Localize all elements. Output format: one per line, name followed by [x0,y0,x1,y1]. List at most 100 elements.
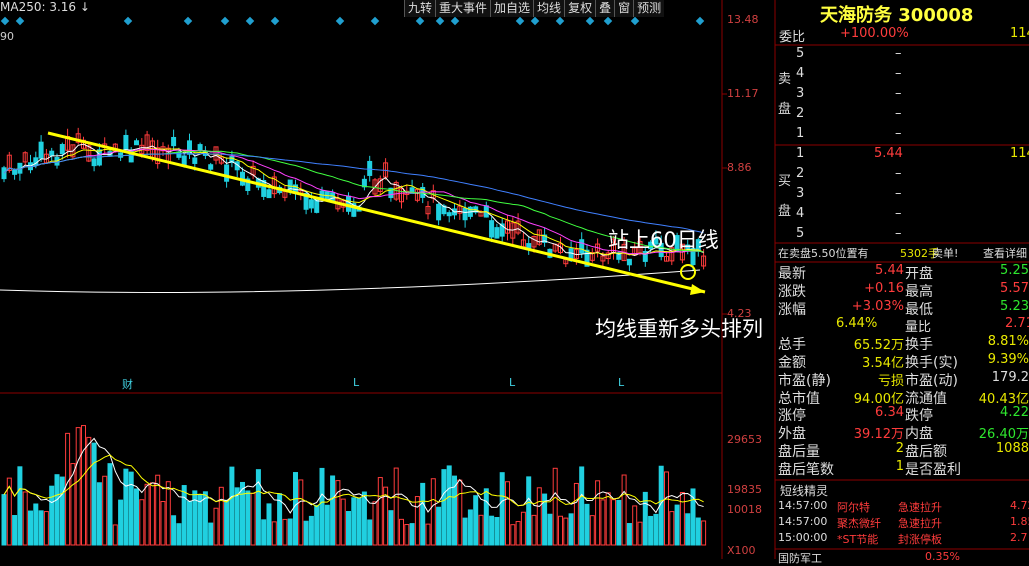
volume-bar [595,480,601,546]
volume-bar [679,491,685,546]
volume-bar [383,486,389,546]
toolbar: 九转 重大事件 加自选 均线 复权叠窗预测 [404,0,665,17]
level: 1 [796,146,805,161]
stat-value: 3.54亿 [862,356,904,371]
toolbar-button[interactable]: 加自选 [490,0,533,17]
side-label: 盘 [778,102,792,117]
volume-bar [271,521,277,546]
candle-body [266,189,272,199]
volume-bar [361,491,367,546]
volume-bar [520,511,526,546]
candle-body [123,134,129,150]
ma-arrow: ↓ [79,0,90,14]
volume-bar [240,481,245,546]
volume-axis-label: X100 [727,544,756,557]
volume-bar [409,523,415,546]
event-diamond [435,16,445,26]
volume-bar [605,492,611,546]
highlight-circle [680,264,696,280]
volume-bar [6,477,12,546]
candle-body [314,198,320,213]
level: 5 [796,46,805,61]
volume-bar [134,488,139,546]
volume-bar [399,518,404,546]
sprite-stock[interactable]: 聚杰微纤 [837,517,881,530]
stat-value: 5.57 [1000,280,1029,296]
candle-body [436,203,442,221]
candle-body [187,140,192,155]
stat-value: 4.22 [1000,405,1029,421]
event-diamond [270,16,280,26]
toolbar-button[interactable]: 均线 [533,0,564,17]
stat-value: 6.44% [836,316,878,332]
event-diamond [515,16,525,26]
candle-body [287,179,293,191]
volume-bar [526,476,532,546]
candle-body [653,237,659,245]
volume-bar [568,513,574,546]
toolbar-button[interactable]: 九转 [404,0,435,17]
candle-body [441,205,447,215]
stat-value: 5.44 [875,263,904,278]
candle-body [457,205,463,214]
stat-label: 外盘 [778,426,806,443]
sprite-event: 急速拉升 [898,517,942,530]
candle-body [531,235,537,248]
price: – [895,166,902,181]
volume-bar [632,505,638,546]
volume-bar [425,523,431,546]
notice-link[interactable]: 查看详细 [983,247,1027,260]
candle-body [308,199,314,209]
volume-bar [229,466,235,546]
volume-bar [171,515,177,546]
volume-bar [695,517,701,546]
stat-label: 是否盈利 [905,461,961,478]
volume-bar [255,469,261,546]
stat-label: 换手(实) [905,355,958,371]
volume-bar [547,513,553,546]
toolbar-button[interactable]: 窗 [614,0,633,17]
volume-bar [202,491,208,546]
toolbar-button[interactable]: 重大事件 [435,0,490,17]
event-diamond [15,16,25,26]
volume-bar [685,513,691,546]
sprite-stock[interactable]: *ST节能 [837,533,879,546]
volume-bar [515,521,521,546]
volume-bar [388,510,394,546]
candle-body [494,227,500,239]
candle-body [462,207,468,221]
event-diamond [695,16,705,26]
volume-bar [28,510,33,546]
candle-body [118,152,124,158]
candle-body [489,220,495,238]
volume-bar [245,490,251,546]
candle-body [648,241,654,250]
axis-fragment: 90 [0,30,14,43]
event-diamond [530,16,540,26]
price: – [895,206,902,221]
volume-bar [144,483,150,546]
candle-body [425,205,431,215]
candle-body [6,154,12,172]
stat-value: 1088 [995,441,1029,456]
volume-bar [128,471,134,546]
volume-bar [637,521,643,546]
toolbar-button[interactable]: 复权 [564,0,595,17]
level: 5 [796,226,805,241]
volume-bar [494,517,500,546]
toolbar-button[interactable]: 预测 [633,0,664,17]
stat-label: 开盘 [905,266,933,282]
trend-line [47,131,706,294]
event-diamond [585,16,595,26]
annotation: 均线重新多头排列 [595,317,763,341]
volume-bar [531,514,537,546]
stat-value: 26.40万 [978,427,1029,443]
event-diamond [415,16,425,26]
sprite-stock[interactable]: 阿尔特 [837,501,870,514]
volume-bar [558,515,563,546]
toolbar-button[interactable]: 叠 [595,0,614,17]
stat-value: 94.00亿 [853,391,904,407]
volume-bar [261,519,267,546]
candle-body [367,160,373,176]
volume-bar [224,499,230,546]
